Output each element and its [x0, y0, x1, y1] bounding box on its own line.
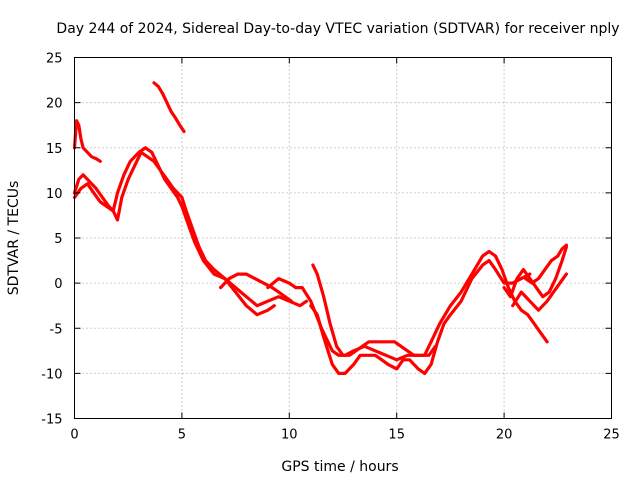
tick-layer: 0 5 10 15 20 25 -15 -10 -5 0 5 10 15 20 25 [41, 52, 620, 443]
series-arc-4 [152, 81, 186, 134]
y-tick-label: 20 [46, 97, 63, 112]
series-arc-11 [523, 243, 569, 285]
x-tick-label: 20 [496, 428, 513, 443]
y-tick-label: 15 [46, 142, 63, 157]
series-arc-5 [219, 272, 293, 303]
series-arc-9 [502, 245, 569, 299]
x-tick-label: 0 [70, 428, 78, 443]
series-arc-2 [72, 146, 309, 308]
x-tick-label: 25 [603, 428, 620, 443]
y-tick-label: 5 [54, 232, 62, 247]
y-tick-label: -5 [50, 322, 63, 337]
series-arc-8 [309, 259, 532, 375]
series-arc-1 [72, 119, 102, 163]
x-axis-label: GPS time / hours [281, 459, 398, 475]
grid-layer [74, 57, 612, 419]
y-tick-label: 25 [46, 52, 63, 67]
y-tick-label: 10 [46, 187, 63, 202]
y-tick-label: -15 [41, 413, 62, 428]
series-arc-6 [266, 277, 437, 362]
y-axis-label: SDTVAR / TECUs [6, 181, 22, 296]
series-arc-3 [72, 150, 276, 317]
chart-title: Day 244 of 2024, Sidereal Day-to-day VTE… [56, 21, 619, 37]
y-tick-label: 0 [54, 277, 62, 292]
x-tick-label: 10 [281, 428, 298, 443]
x-tick-label: 15 [388, 428, 405, 443]
series-arc-7 [311, 249, 549, 357]
series-layer [72, 81, 569, 375]
series-arc-10 [511, 272, 569, 312]
y-tick-label: -10 [41, 367, 62, 382]
x-tick-label: 5 [178, 428, 186, 443]
